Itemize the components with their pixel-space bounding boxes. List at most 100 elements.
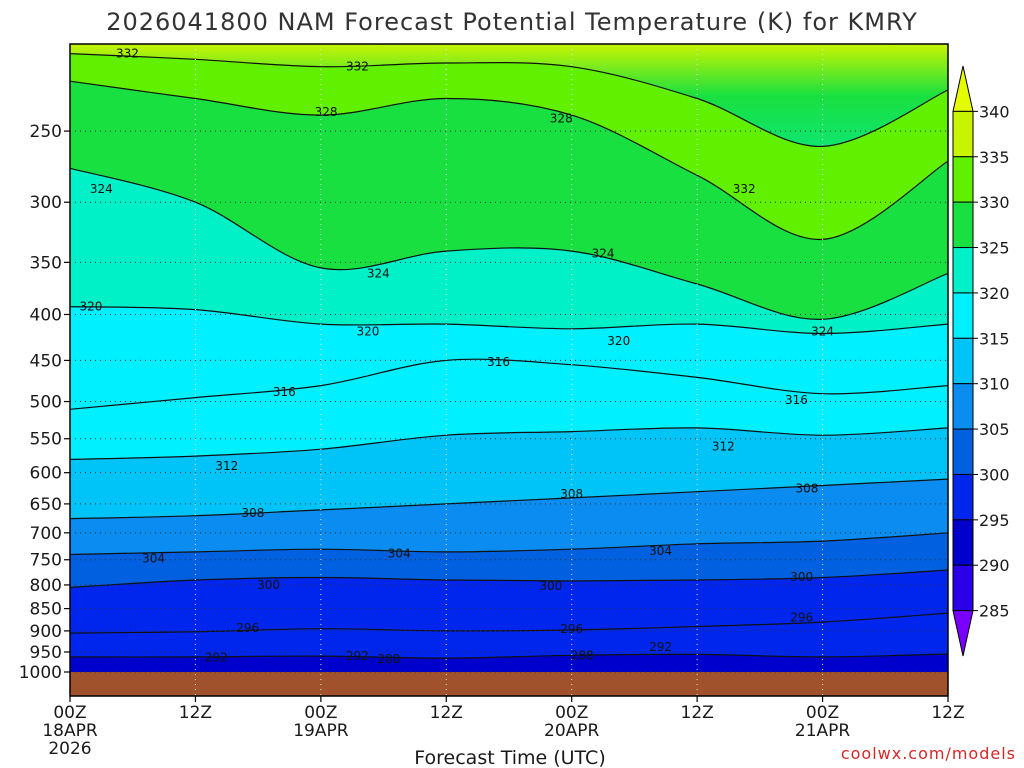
contour-label: 304 xyxy=(388,546,411,560)
x-tick-label: 21APR xyxy=(795,721,851,741)
contour-300 xyxy=(70,569,948,588)
contour-label: 300 xyxy=(790,570,813,584)
colorbar-label: 305 xyxy=(979,420,1010,439)
colorbar-swatch xyxy=(952,201,974,249)
contour-label: 312 xyxy=(712,439,735,453)
plot-frame xyxy=(69,43,949,697)
colorbar: 340 335 330 325 320 315 310 305 300 295 290 285 xyxy=(952,65,1010,657)
colorbar-label: 315 xyxy=(979,329,1010,348)
y-tick-label: 650 xyxy=(30,495,62,515)
contour-324 xyxy=(70,167,948,320)
contour-label: 288 xyxy=(571,648,594,662)
x-axis-label: Forecast Time (UTC) xyxy=(414,747,605,768)
contour-label: 324 xyxy=(90,182,113,196)
colorbar-swatch xyxy=(952,156,974,203)
colorbar-swatch xyxy=(952,383,974,430)
contour-304 xyxy=(70,532,948,556)
y-tick-label: 900 xyxy=(30,622,62,642)
contour-label: 324 xyxy=(811,325,834,339)
colorbar-swatch xyxy=(952,110,974,158)
colorbar-label: 340 xyxy=(979,102,1010,121)
contour-label: 308 xyxy=(241,506,264,520)
contour-label: 316 xyxy=(273,385,296,399)
y-tick-label: 250 xyxy=(30,122,62,142)
x-tick-label: 00Z xyxy=(806,703,839,723)
colorbar-swatch xyxy=(952,473,974,521)
x-tick-label: 18APR xyxy=(42,721,98,741)
contour-label: 304 xyxy=(142,552,165,566)
colorbar-swatch xyxy=(952,564,974,612)
contour-label: 308 xyxy=(795,482,818,496)
contour-320 xyxy=(70,306,948,335)
x-tick-label: 00Z xyxy=(304,703,337,723)
contour-label: 320 xyxy=(79,300,102,314)
contour-label: 324 xyxy=(367,266,390,280)
y-tick-label: 450 xyxy=(30,351,62,371)
contour-label: 300 xyxy=(257,578,280,592)
y-tick-label: 850 xyxy=(30,600,62,620)
colorbar-swatch xyxy=(952,519,974,566)
colorbar-swatch xyxy=(952,428,974,475)
y-tick-label: 700 xyxy=(30,524,62,544)
contour-label: 296 xyxy=(560,622,583,636)
x-tick-label: 12Z xyxy=(681,703,714,723)
contour-label: 288 xyxy=(377,652,400,666)
contour-labels: 332 332 328 328 332 324 324 324 324 320 320 320 316 3… xyxy=(79,47,834,666)
contour-label: 324 xyxy=(592,246,615,260)
contour-lines xyxy=(70,53,948,659)
x-tick-label: 20APR xyxy=(544,721,600,741)
contour-label: 292 xyxy=(205,650,228,664)
colorbar-label: 320 xyxy=(979,284,1010,303)
y-tick-label: 600 xyxy=(30,464,62,484)
contour-label: 300 xyxy=(539,579,562,593)
contour-label: 292 xyxy=(346,649,369,663)
colorbar-swatch xyxy=(952,247,974,294)
contour-292 xyxy=(70,653,948,659)
colorbar-label: 330 xyxy=(979,193,1010,212)
y-tick-label: 800 xyxy=(30,576,62,596)
colorbar-top-arrow xyxy=(952,65,974,112)
contour-label: 332 xyxy=(116,47,139,61)
colorbar-label: 290 xyxy=(979,556,1010,575)
contour-label: 332 xyxy=(346,60,369,74)
contour-label: 332 xyxy=(733,182,756,196)
colorbar-bottom-arrow xyxy=(952,610,974,657)
colorbar-label: 300 xyxy=(979,465,1010,484)
contour-label: 304 xyxy=(649,544,672,558)
y-tick-label: 1000 xyxy=(19,663,62,683)
contour-332 xyxy=(70,53,948,148)
contour-label: 316 xyxy=(487,355,510,369)
contour-label: 328 xyxy=(550,111,573,125)
x-tick-label: 12Z xyxy=(179,703,212,723)
colorbar-label: 295 xyxy=(979,511,1010,530)
colorbar-swatch xyxy=(952,292,974,339)
contour-label: 312 xyxy=(215,459,238,473)
colorbar-label: 335 xyxy=(979,148,1010,167)
contour-label: 328 xyxy=(315,105,338,119)
plot-area: 332 332 328 328 332 324 324 324 324 320 320 320 316 3… xyxy=(69,43,949,697)
contour-308 xyxy=(70,478,948,520)
x-tick-label: 12Z xyxy=(931,703,964,723)
ground xyxy=(70,672,948,696)
contour-328 xyxy=(70,80,948,241)
y-tick-label: 500 xyxy=(30,393,62,413)
contour-312 xyxy=(70,427,948,460)
contour-label: 320 xyxy=(356,325,379,339)
grid-lines xyxy=(70,44,948,696)
y-tick-label: 300 xyxy=(30,193,62,213)
x-tick-label: 12Z xyxy=(430,703,463,723)
y-axis: 250 300 350 400 450 500 550 600 650 700 750 800 8509… xyxy=(19,122,70,683)
x-tick-label: 00Z xyxy=(555,703,588,723)
contour-label: 316 xyxy=(785,393,808,407)
y-tick-label: 350 xyxy=(30,253,62,273)
chart-title: 2026041800 NAM Forecast Potential Temper… xyxy=(106,8,918,36)
y-tick-label: 550 xyxy=(30,430,62,450)
colorbar-label: 325 xyxy=(979,239,1010,258)
contour-316 xyxy=(70,358,948,410)
colorbar-label: 285 xyxy=(979,602,1010,621)
credit-text[interactable]: coolwx.com/models xyxy=(841,744,1016,763)
y-tick-label: 400 xyxy=(30,305,62,325)
y-tick-label: 750 xyxy=(30,551,62,571)
